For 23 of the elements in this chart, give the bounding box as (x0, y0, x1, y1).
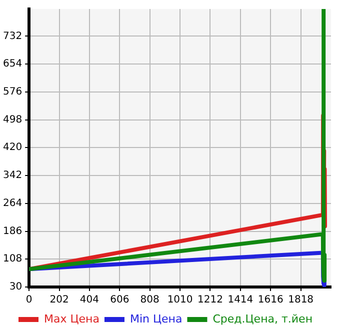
x-tick-label: 606 (110, 294, 130, 306)
y-tick-label: 342 (2, 170, 22, 182)
legend-label: Max Цена (44, 312, 100, 326)
legend-label: Min Цена (130, 312, 182, 326)
x-tick-label: 1616 (258, 294, 284, 306)
legend-label: Сред.Цена, т.йен (212, 312, 313, 326)
y-tick-label: 654 (2, 58, 22, 70)
x-tick-label: 1818 (288, 294, 314, 306)
y-tick-label: 420 (2, 142, 22, 154)
x-tick-label: 1212 (198, 294, 223, 306)
x-tick-label: 1414 (228, 294, 254, 306)
y-tick-label: 498 (2, 114, 22, 126)
y-tick-label: 108 (2, 254, 22, 265)
x-tick-label: 1010 (167, 294, 193, 306)
y-tick-label: 30 (9, 282, 22, 293)
x-tick-label: 0 (26, 294, 32, 306)
y-tick-label: 732 (2, 30, 22, 42)
x-tick-label: 808 (140, 294, 160, 306)
x-tick-label: 404 (80, 294, 100, 306)
y-tick-label: 186 (2, 226, 22, 237)
y-tick-label: 576 (2, 86, 22, 98)
y-tick-label: 264 (2, 198, 22, 209)
x-tick-label: 202 (50, 294, 69, 306)
